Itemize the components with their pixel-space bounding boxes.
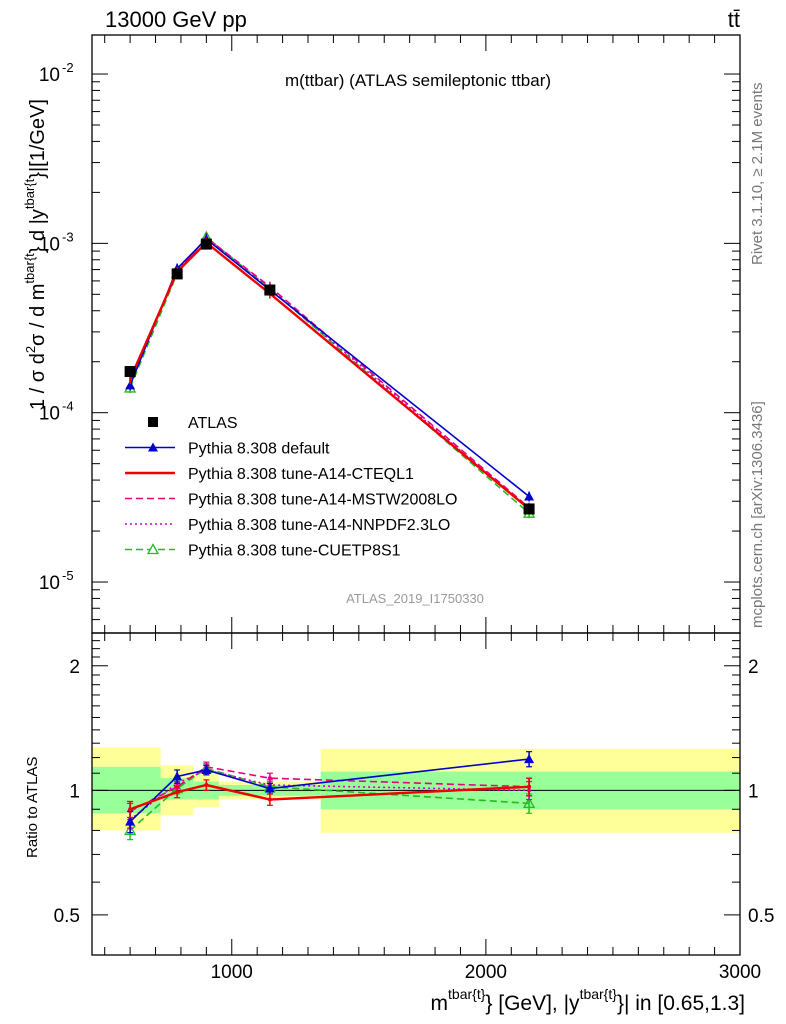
series-marker — [524, 491, 535, 501]
y-tick-exponent: -5 — [62, 568, 74, 583]
ratio-y-label: Ratio to ATLAS — [24, 757, 41, 858]
ratio-y-tick-label: 0.5 — [54, 906, 80, 927]
ratio-marker — [125, 816, 136, 826]
data-point — [124, 366, 136, 378]
legend-label: Pythia 8.308 tune-A14-NNPDF2.3LO — [188, 517, 450, 534]
ratio-marker — [204, 783, 209, 788]
data-point — [200, 238, 212, 250]
ratio-marker — [124, 824, 137, 836]
ratio-marker — [264, 783, 275, 793]
ratio-y-tick-label-right: 0.5 — [748, 906, 774, 927]
legend-marker — [148, 417, 158, 427]
y-tick-label: 10 — [39, 404, 60, 425]
ratio-marker — [172, 771, 183, 781]
ratio-marker — [522, 797, 536, 809]
legend-label: Pythia 8.308 default — [188, 441, 330, 458]
x-tick-label: 3000 — [719, 962, 761, 983]
x-tick-label: 2000 — [465, 962, 507, 983]
y-tick-exponent: -3 — [62, 229, 74, 244]
header-left: 13000 GeV pp — [105, 7, 247, 32]
ratio-series-lines — [124, 751, 536, 841]
main-panel: 10-510-410-310-2 m(ttbar) (ATLAS semilep… — [39, 34, 741, 634]
y-axis-label: 1 / σ d2σ / d mtbar{t} d |ytbar{t}|[1/Ge… — [22, 99, 49, 410]
y-tick-label: 10 — [39, 573, 60, 594]
legend-marker — [146, 543, 160, 555]
y-tick-label: 10 — [39, 65, 60, 86]
main-axis-ticks: 10-510-410-310-2 — [39, 35, 741, 633]
legend: ATLAS Pythia 8.308 default Pythia 8.308 tu… — [125, 415, 457, 560]
ratio-marker — [267, 776, 272, 781]
ratio-marker — [175, 790, 180, 795]
legend-label: Pythia 8.308 tune-A14-CTEQL1 — [188, 466, 414, 483]
chart-title: m(ttbar) (ATLAS semileptonic ttbar) — [285, 71, 551, 90]
rivet-label: Rivet 3.1.10, ≥ 2.1M events — [749, 83, 766, 266]
ratio-axis-ticks: 1000 2000 3000 0.5 0.5 1 1 2 2 — [54, 632, 774, 983]
watermark: ATLAS_2019_I1750330 — [346, 591, 484, 606]
y-tick-exponent: -2 — [62, 60, 74, 75]
data-point — [171, 268, 183, 280]
legend-marker — [148, 442, 158, 452]
ratio-marker — [201, 764, 212, 774]
data-point — [264, 284, 276, 296]
ratio-marker — [267, 797, 272, 802]
ratio-marker — [527, 784, 532, 789]
legend-label: Pythia 8.308 tune-A14-MSTW2008LO — [188, 492, 457, 509]
ratio-y-tick-label-right: 1 — [748, 781, 759, 802]
header-right: tt̄ — [728, 7, 740, 32]
ratio-y-tick-label-right: 2 — [748, 657, 759, 678]
ratio-marker — [524, 754, 535, 764]
mcplots-label: mcplots.cern.ch [arXiv:1306.3436] — [749, 401, 766, 628]
x-axis-label: mtbar{t}} [GeV], |ytbar{t}}| in [0.65,1.… — [431, 986, 745, 1015]
atlas-data-points — [124, 238, 535, 515]
ratio-panel: 1000 2000 3000 0.5 0.5 1 1 2 2 — [54, 632, 774, 983]
legend-label: Pythia 8.308 tune-CUETP8S1 — [188, 543, 401, 560]
ratio-y-tick-label: 1 — [69, 781, 80, 802]
series-marker — [125, 380, 136, 390]
x-tick-label: 1000 — [211, 962, 253, 983]
ratio-frame — [91, 632, 741, 956]
y-tick-label: 10 — [39, 234, 60, 255]
ratio-marker — [128, 807, 133, 812]
data-point — [523, 503, 535, 515]
legend-label: ATLAS — [188, 415, 238, 432]
y-tick-exponent: -4 — [62, 399, 74, 414]
ratio-y-tick-label: 2 — [69, 657, 80, 678]
